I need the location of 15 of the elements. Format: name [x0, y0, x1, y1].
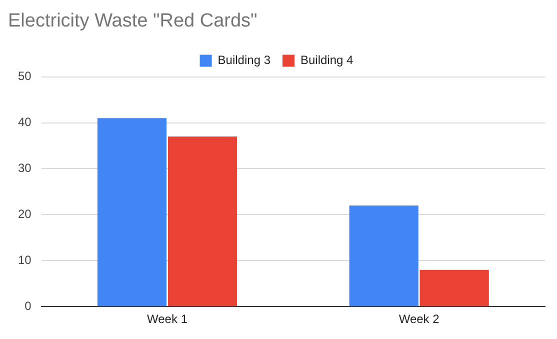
- legend-label: Building 3: [218, 53, 271, 68]
- bar: [420, 270, 489, 306]
- y-tick-label: 50: [18, 69, 32, 84]
- bar: [97, 118, 167, 306]
- bar: [168, 136, 238, 306]
- chart-title: Electricity Waste "Red Cards": [8, 10, 258, 32]
- y-tick-label: 40: [18, 115, 32, 130]
- y-tick-label: 0: [24, 298, 32, 313]
- legend-label: Building 4: [300, 53, 354, 68]
- y-tick-label: 20: [18, 206, 32, 221]
- y-tick-label: 30: [18, 161, 32, 176]
- y-tick-label: 10: [18, 252, 32, 267]
- x-tick-label: Week 1: [147, 312, 188, 326]
- x-tick-label: Week 2: [398, 312, 440, 326]
- bar: [349, 205, 418, 306]
